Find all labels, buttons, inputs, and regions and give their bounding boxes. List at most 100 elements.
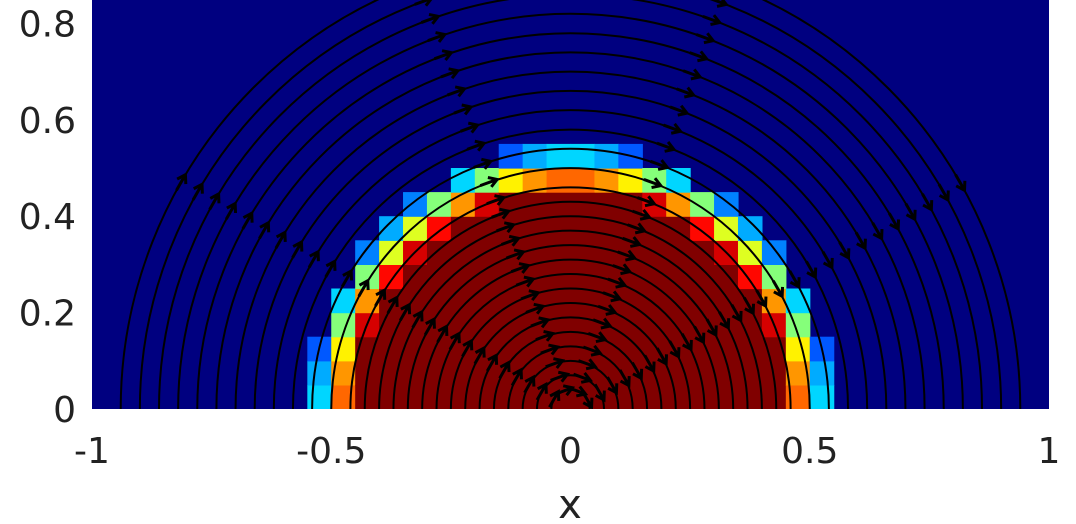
heatmap-cell: [570, 264, 596, 290]
heatmap-cell: [331, 336, 356, 362]
streamline-arrow: [520, 289, 541, 302]
heatmap-cell: [737, 264, 763, 290]
streamline-arrow: [473, 345, 486, 365]
heatmap-cell: [546, 216, 572, 241]
streamline-arrow: [420, 12, 441, 25]
streamline-arrow: [682, 68, 703, 81]
heatmap-cell: [570, 143, 596, 169]
streamline-arrow: [656, 141, 677, 153]
streamline-arrow: [602, 290, 623, 303]
streamline-arrow: [821, 251, 834, 270]
streamline-arrow: [622, 236, 643, 248]
heatmap-cell: [379, 240, 404, 265]
x-tick-label: 0.5: [781, 431, 838, 472]
x-axis-ticks: -1 -0.5 0 0.5 1: [74, 431, 1060, 472]
streamline-arrow: [436, 324, 449, 343]
streamline-arrow: [730, 304, 743, 323]
streamline-arrow: [398, 302, 412, 322]
heatmap-cell: [450, 288, 476, 314]
y-tick-label: 0.4: [19, 197, 76, 238]
y-tick-label: 0.8: [19, 4, 76, 45]
heatmap-cell: [761, 384, 787, 409]
y-tick-label: 0.2: [19, 294, 76, 335]
heatmap-cell: [522, 240, 548, 265]
heatmap-cell: [379, 216, 404, 241]
heatmap-cell: [618, 168, 643, 193]
streamline-arrow: [307, 249, 320, 269]
streamline-arrow: [191, 181, 204, 201]
heatmap-cell: [355, 240, 380, 265]
heatmap-cell: [785, 288, 811, 314]
streamline-arrow: [461, 338, 474, 358]
streamline-arrow: [702, 14, 723, 26]
streamline-arrow: [505, 248, 526, 261]
heatmap-cell: [570, 216, 596, 241]
streamline-arrow: [466, 139, 487, 152]
heatmap-cell: [666, 384, 691, 409]
heatmap-cell: [403, 216, 428, 241]
streamline: [119, 0, 1022, 409]
streamline-arrow: [496, 221, 517, 234]
streamline-arrow: [525, 302, 546, 315]
streamline-arrow: [592, 317, 613, 330]
streamline-arrow: [626, 222, 648, 235]
x-tick-label: -0.5: [296, 431, 366, 472]
streamline-arrow: [510, 262, 531, 274]
streamline-arrow: [427, 31, 448, 43]
streamline-arrow: [606, 376, 619, 396]
streamline-arrow: [535, 330, 556, 342]
heatmap-cell: [450, 384, 476, 409]
streamline-arrow: [676, 86, 697, 99]
heatmap-cell: [618, 384, 643, 409]
streamline-arrow: [788, 270, 801, 290]
streamline-arrow: [649, 159, 670, 171]
y-tick-label: 0.6: [19, 101, 76, 142]
x-axis-label: x: [558, 482, 582, 524]
streamline-arrow: [755, 289, 768, 309]
heatmap-cell: [379, 384, 404, 409]
streamline-arrow: [742, 296, 756, 316]
streamline-arrow: [414, 0, 433, 7]
streamline-arrow: [854, 231, 867, 251]
y-tick-label: 0: [53, 390, 76, 431]
streamline-arrow: [340, 268, 354, 288]
streamline-arrow: [374, 287, 387, 307]
streamline-arrow: [617, 249, 638, 262]
streamline-arrow: [423, 316, 436, 336]
streamline-arrow: [433, 49, 454, 61]
streamline-arrow: [479, 176, 500, 188]
streamline-arrow: [695, 32, 716, 45]
x-tick-label: -1: [74, 431, 110, 472]
streamline-arrow: [954, 173, 967, 193]
streamline-arrow: [577, 358, 598, 371]
streamline-arrow: [291, 239, 304, 259]
streamline-arrow: [581, 390, 594, 409]
streamline-arrow: [618, 369, 631, 388]
heatmap-cell: [546, 264, 572, 290]
streamline-arrow: [535, 381, 548, 401]
streamlines: [119, 0, 1022, 409]
streamline-arrow: [607, 276, 628, 289]
heatmap-cell: [570, 192, 596, 217]
heatmap-cell: [594, 240, 619, 265]
heatmap-cell: [498, 168, 524, 193]
streamline-arrow: [631, 361, 644, 381]
streamline-arrow: [680, 332, 693, 352]
streamline-arrow: [643, 354, 656, 374]
streamline-arrow: [597, 304, 618, 316]
heatmap-cell: [403, 360, 428, 386]
streamline-arrow: [572, 372, 594, 384]
streamline-arrow: [550, 370, 571, 383]
streamline-arrow: [473, 157, 494, 170]
streamline-arrow: [582, 344, 603, 357]
streamline-arrow: [838, 241, 851, 261]
heatmap-cell: [355, 384, 380, 409]
streamline-arrow: [705, 318, 718, 338]
streamline-arrow: [386, 295, 399, 314]
streamline-arrow: [587, 331, 608, 344]
streamline-arrow: [631, 208, 652, 221]
heatmap-cell: [785, 336, 811, 362]
streamline-arrow: [871, 222, 884, 241]
streamline-arrow: [485, 352, 499, 372]
